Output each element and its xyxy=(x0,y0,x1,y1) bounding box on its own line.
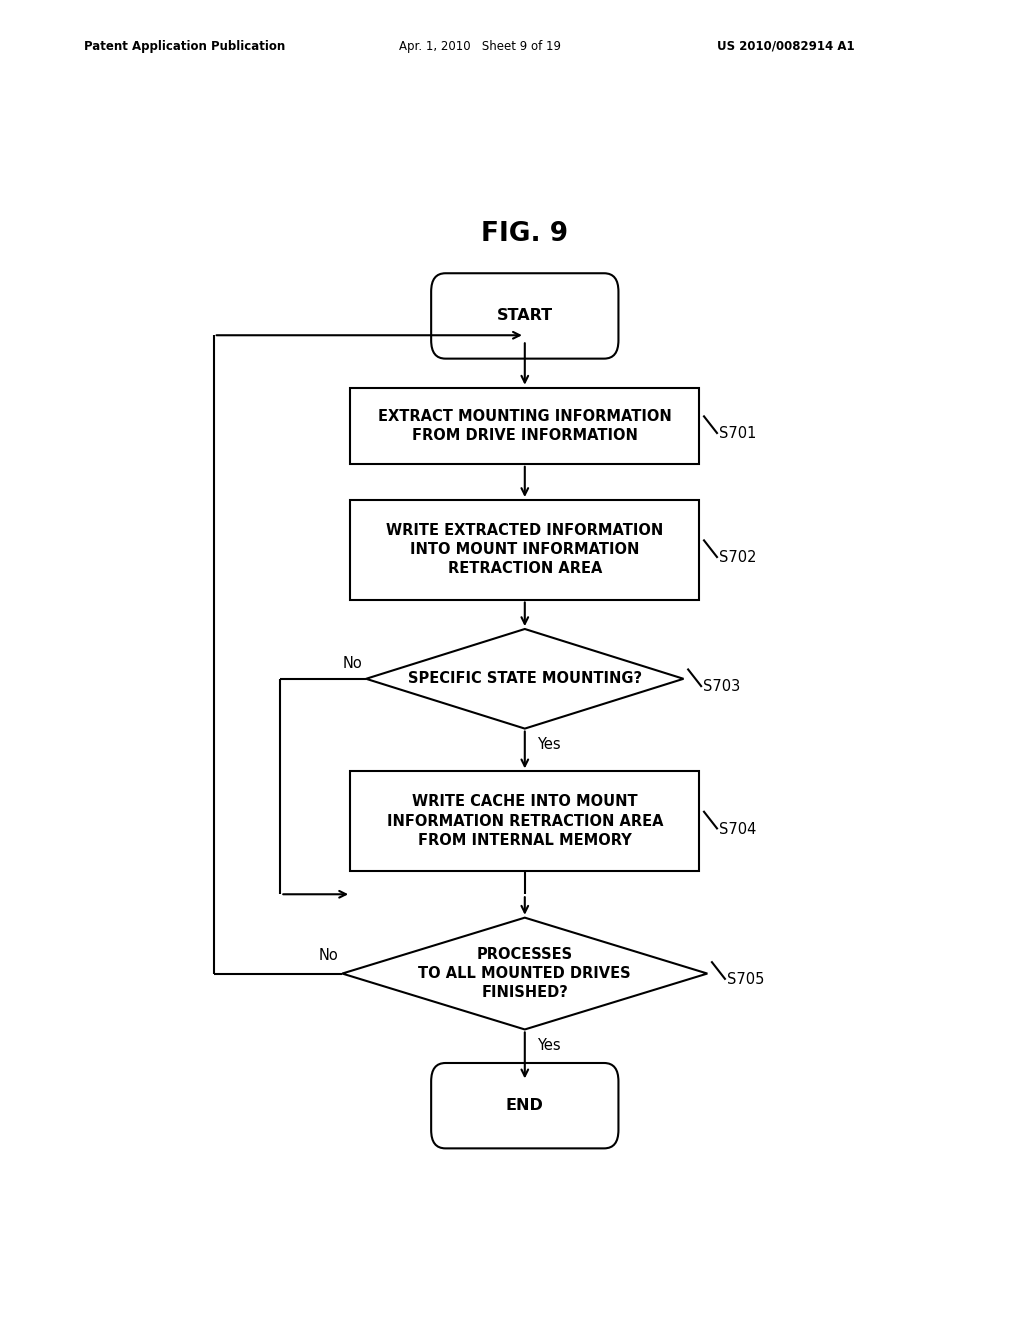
Text: S705: S705 xyxy=(727,972,765,987)
Text: Patent Application Publication: Patent Application Publication xyxy=(84,40,286,53)
Text: SPECIFIC STATE MOUNTING?: SPECIFIC STATE MOUNTING? xyxy=(408,672,642,686)
Text: S701: S701 xyxy=(719,426,757,441)
Text: S702: S702 xyxy=(719,550,757,565)
Text: Yes: Yes xyxy=(537,1038,560,1052)
Text: US 2010/0082914 A1: US 2010/0082914 A1 xyxy=(717,40,854,53)
FancyBboxPatch shape xyxy=(431,1063,618,1148)
Text: No: No xyxy=(318,948,338,962)
FancyBboxPatch shape xyxy=(431,273,618,359)
Bar xyxy=(350,771,699,871)
Bar xyxy=(350,500,699,599)
Text: S704: S704 xyxy=(719,822,757,837)
Text: No: No xyxy=(342,656,362,671)
Text: FIG. 9: FIG. 9 xyxy=(481,222,568,247)
Text: WRITE CACHE INTO MOUNT
INFORMATION RETRACTION AREA
FROM INTERNAL MEMORY: WRITE CACHE INTO MOUNT INFORMATION RETRA… xyxy=(386,795,664,847)
Text: EXTRACT MOUNTING INFORMATION
FROM DRIVE INFORMATION: EXTRACT MOUNTING INFORMATION FROM DRIVE … xyxy=(378,409,672,442)
Polygon shape xyxy=(367,630,684,729)
Text: S703: S703 xyxy=(703,680,740,694)
Text: START: START xyxy=(497,309,553,323)
Bar xyxy=(350,388,699,463)
Text: WRITE EXTRACTED INFORMATION
INTO MOUNT INFORMATION
RETRACTION AREA: WRITE EXTRACTED INFORMATION INTO MOUNT I… xyxy=(386,523,664,577)
Text: Apr. 1, 2010   Sheet 9 of 19: Apr. 1, 2010 Sheet 9 of 19 xyxy=(399,40,561,53)
Text: PROCESSES
TO ALL MOUNTED DRIVES
FINISHED?: PROCESSES TO ALL MOUNTED DRIVES FINISHED… xyxy=(419,946,631,1001)
Polygon shape xyxy=(342,917,708,1030)
Text: Yes: Yes xyxy=(537,737,560,751)
Text: END: END xyxy=(506,1098,544,1113)
